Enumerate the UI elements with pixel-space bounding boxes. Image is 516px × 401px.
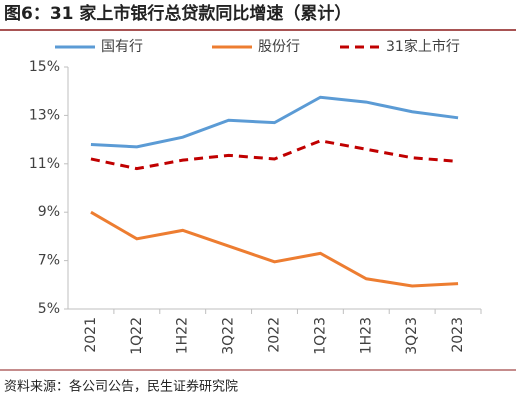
x-tick-label: 2023: [450, 317, 466, 353]
x-tick-label: 1H23: [358, 317, 374, 354]
chart-title: 图6：31 家上市银行总贷款同比增速（累计）: [4, 3, 351, 24]
series-line: [90, 139, 459, 171]
x-tick-label: 1Q22: [129, 317, 145, 355]
series-line: [90, 210, 459, 288]
x-tick-label: 1H22: [175, 317, 191, 354]
x-tick-label: 3Q23: [404, 317, 420, 355]
x-tick-label: 1Q23: [312, 317, 328, 355]
legend-label: 股份行: [258, 39, 300, 55]
y-tick-label: 9%: [38, 204, 60, 220]
x-tick-label: 3Q22: [221, 317, 237, 355]
y-tick-label: 5%: [38, 301, 60, 317]
y-tick-label: 13%: [29, 107, 60, 123]
legend-label: 国有行: [101, 39, 143, 55]
legend-label: 31家上市行: [386, 38, 460, 55]
x-tick-label: 2021: [83, 317, 99, 353]
series-line: [90, 95, 459, 149]
y-tick-label: 7%: [38, 253, 60, 269]
y-tick-label: 11%: [29, 156, 60, 172]
y-tick-label: 15%: [29, 59, 60, 75]
x-tick-label: 2022: [267, 317, 283, 353]
source: 资料来源：各公司公告，民生证券研究院: [4, 379, 238, 395]
